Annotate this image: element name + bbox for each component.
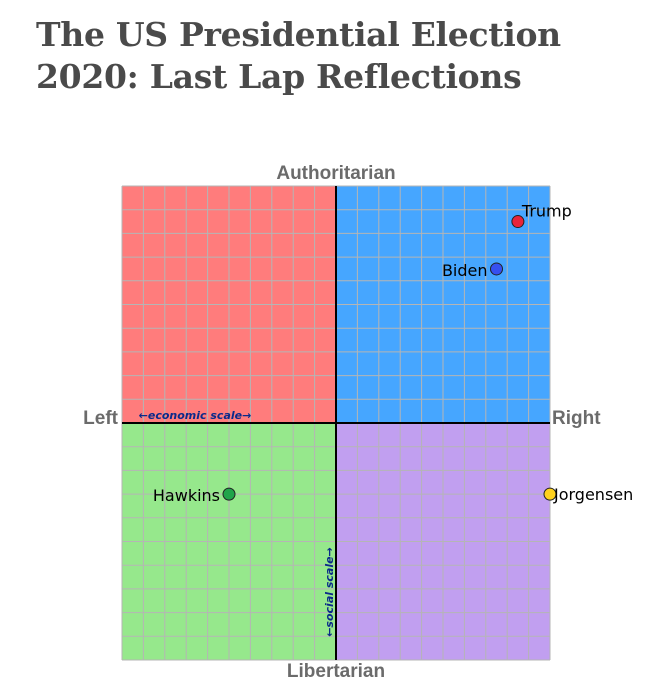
point-label-biden: Biden <box>442 261 488 280</box>
point-label-jorgensen: Jorgensen <box>553 485 633 504</box>
axes <box>122 186 550 660</box>
title-line-2: 2020: Last Lap Reflections <box>36 57 522 96</box>
data-points: Trump Biden Hawkins Jorgensen <box>153 202 633 506</box>
point-label-hawkins: Hawkins <box>153 486 220 505</box>
social-scale-label: ←social scale→ <box>323 547 336 637</box>
point-hawkins <box>222 487 236 501</box>
axis-label-libertarian: Libertarian <box>287 661 385 682</box>
point-jorgensen <box>543 487 557 501</box>
axis-label-left: Left <box>83 408 119 429</box>
page-title: The US Presidential Election 2020: Last … <box>36 14 636 98</box>
point-trump <box>511 215 525 229</box>
point-biden <box>490 262 503 276</box>
title-line-1: The US Presidential Election <box>36 15 561 54</box>
point-label-trump: Trump <box>521 202 572 221</box>
axis-label-right: Right <box>552 408 601 429</box>
economic-scale-label: ←economic scale→ <box>139 409 252 422</box>
axis-label-authoritarian: Authoritarian <box>276 163 395 184</box>
